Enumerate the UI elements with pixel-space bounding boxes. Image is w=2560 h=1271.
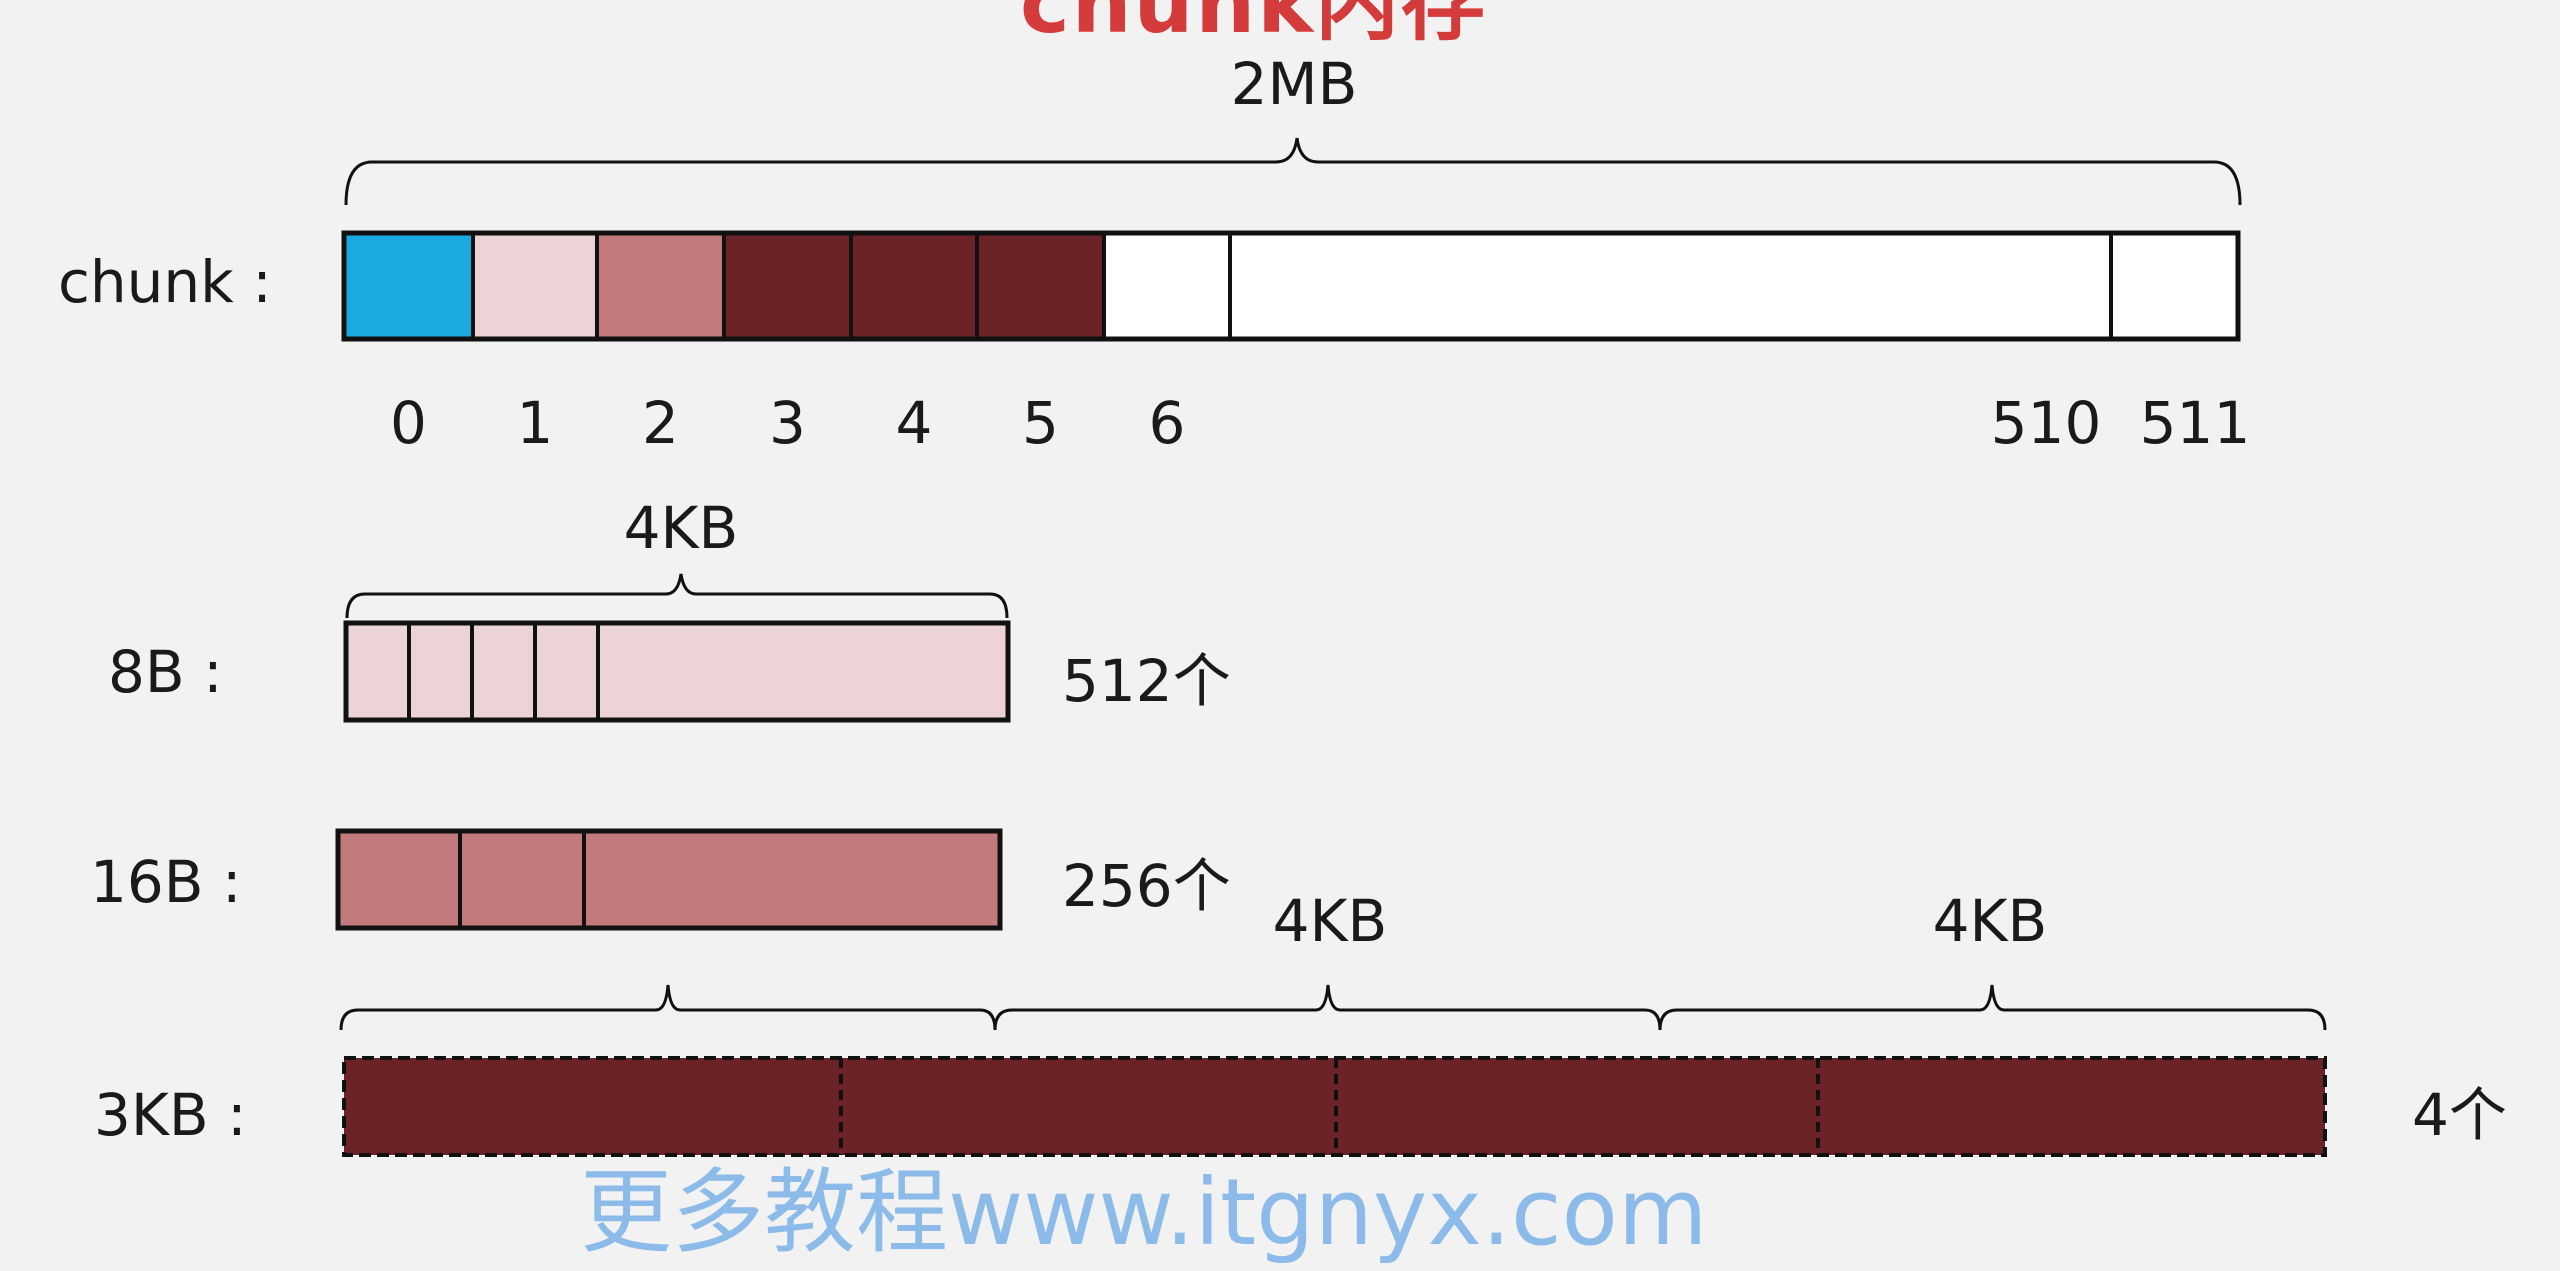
chunk-page-cell <box>722 231 853 341</box>
row-3kb-page-brace-3 <box>1658 984 2327 1031</box>
chunk-page-index: 511 <box>2140 389 2251 457</box>
diagram-stage: chunk内存 chunk : 2MB 0 1 2 3 4 5 6 510 511 8B : 4… <box>58 0 2507 1266</box>
row-3kb-size-label-1: 4KB <box>1273 887 1388 955</box>
row-3kb-count: 4个 <box>2412 1081 2507 1149</box>
chunk-size-brace <box>344 137 2242 206</box>
chunk-page-cell <box>1102 231 1232 341</box>
chunk-page-index: 510 <box>1991 389 2102 457</box>
chunk-page-cell <box>1228 231 2113 341</box>
row-3kb-label: 3KB : <box>94 1081 247 1149</box>
chunk-page-cells <box>342 231 2240 341</box>
slide-title: chunk内存 <box>1020 0 1488 52</box>
row-8b-size-label: 4KB <box>624 494 739 562</box>
chunk-page-cell <box>595 231 726 341</box>
chunk-page-cell <box>2109 231 2240 341</box>
row-16b-count: 256个 <box>1062 852 1231 920</box>
row-8b-count: 512个 <box>1062 647 1231 715</box>
chunk-row-label: chunk : <box>58 248 272 316</box>
chunk-page-index: 6 <box>1149 389 1186 457</box>
row-8b-brace <box>345 573 1009 619</box>
row-16b-page <box>335 828 1003 931</box>
row-16b-label: 16B : <box>90 848 242 916</box>
watermark-text: 更多教程www.itgnyx.com <box>580 1159 1708 1266</box>
row-8b-label: 8B : <box>108 638 223 706</box>
chunk-size-label: 2MB <box>1231 50 1358 118</box>
row-3kb-page-brace-2 <box>993 984 1662 1031</box>
chunk-page-index: 0 <box>390 389 427 457</box>
chunk-page-index: 3 <box>769 389 806 457</box>
chunk-page-cell <box>849 231 979 341</box>
row-3kb-size-label-2: 4KB <box>1933 887 2048 955</box>
row-8b-page <box>343 620 1011 723</box>
chunk-outline <box>341 230 2241 342</box>
chunk-page-index: 5 <box>1022 389 1059 457</box>
chunk-page-index: 4 <box>896 389 933 457</box>
row-3kb-page-brace-1 <box>339 984 997 1031</box>
chunk-page-diagram: chunk : 2MB 0 1 2 3 4 5 6 510 511 8B : 4KB 512个 … <box>58 50 2507 1157</box>
chunk-page-index: 1 <box>517 389 554 457</box>
chunk-page-index: 2 <box>642 389 679 457</box>
chunk-page-cell <box>342 231 475 341</box>
chunk-page-cell <box>471 231 599 341</box>
chunk-page-index-labels: 0 1 2 3 4 5 6 510 511 <box>390 389 2250 457</box>
chunk-page-cell <box>975 231 1106 341</box>
